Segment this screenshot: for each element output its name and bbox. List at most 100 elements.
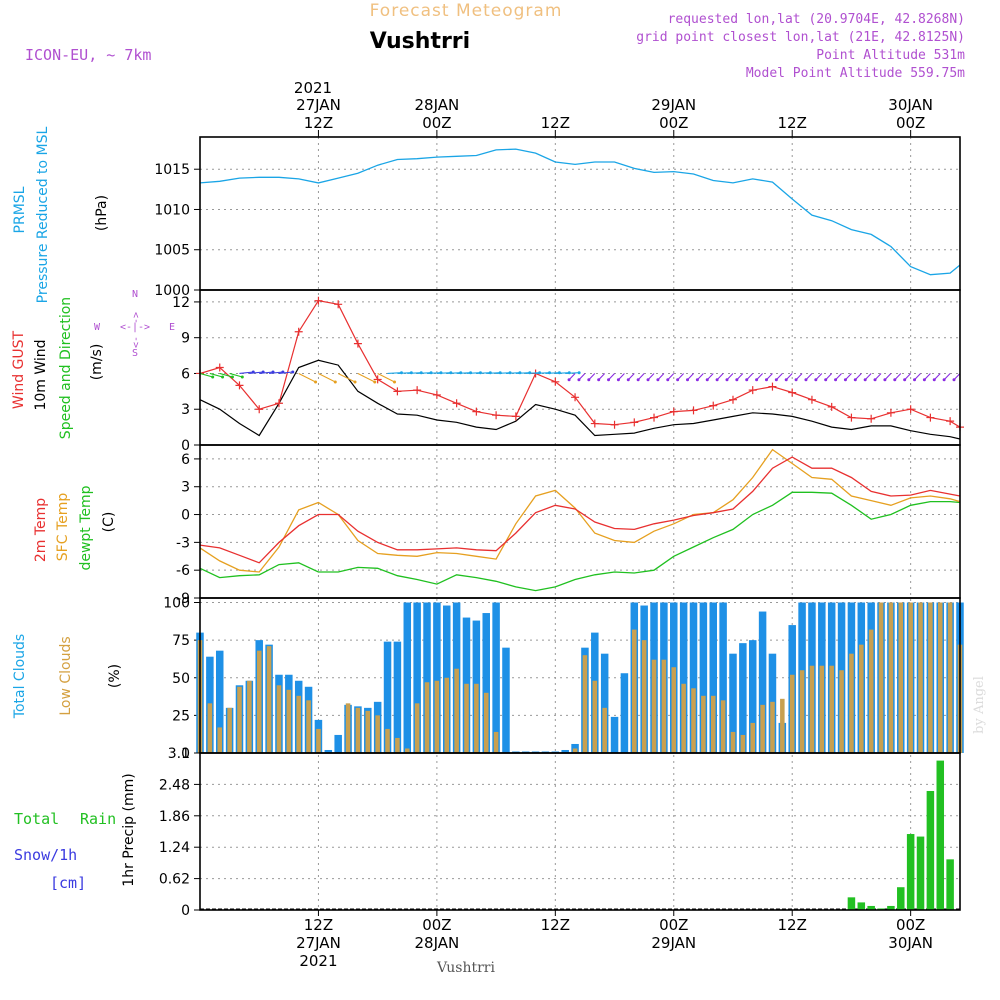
wind-direction-arrows bbox=[199, 370, 961, 384]
y-tick-label: 0 bbox=[181, 508, 190, 524]
total-cloud-bar bbox=[719, 602, 727, 753]
low-cloud-bar bbox=[375, 715, 380, 753]
low-cloud-bar bbox=[710, 695, 716, 753]
rain-bar bbox=[857, 902, 866, 910]
wind-arrow bbox=[377, 372, 395, 383]
total-cloud-bar bbox=[492, 602, 500, 753]
low-cloud-bar bbox=[701, 695, 706, 753]
total-cloud-bar bbox=[739, 643, 747, 753]
wind-arrow-head bbox=[883, 378, 887, 382]
low-cloud-bar bbox=[276, 685, 282, 753]
rain-label: Rain bbox=[80, 810, 116, 828]
low-cloud-bar bbox=[829, 665, 834, 753]
gust-marker bbox=[926, 413, 935, 422]
wind-arrow-head bbox=[725, 378, 729, 382]
gust-marker bbox=[432, 390, 441, 399]
gust-label: Wind GUST bbox=[11, 330, 27, 409]
wind-arrow-head bbox=[804, 378, 808, 382]
low-cloud-bar bbox=[908, 602, 913, 753]
compass-e: E bbox=[169, 322, 175, 333]
gust-marker bbox=[807, 395, 816, 404]
wind-arrow-head bbox=[794, 378, 798, 382]
wind-arrow-head bbox=[686, 378, 690, 382]
y-tick-label: 1010 bbox=[154, 202, 190, 218]
wind-arrow-head bbox=[932, 378, 936, 382]
total-cloud-bar bbox=[334, 734, 342, 753]
y-tick-label: 100 bbox=[163, 596, 190, 612]
wind-arrow-head bbox=[913, 378, 917, 382]
panel-frame bbox=[199, 136, 961, 291]
sfc-temp-label: SFC Temp bbox=[55, 493, 71, 562]
wind-arrow-head bbox=[942, 378, 946, 382]
low-cloud-bar bbox=[454, 668, 459, 753]
gust-marker bbox=[709, 401, 718, 410]
rain-bar bbox=[867, 905, 875, 910]
total-cloud-bar bbox=[610, 716, 619, 753]
low-cloud-bar bbox=[691, 688, 696, 753]
low-cloud-bar bbox=[306, 700, 311, 753]
gust-marker bbox=[255, 405, 264, 414]
wind-y-ticks: 0 3 6 9 12 bbox=[172, 295, 200, 454]
sfc-temp-line bbox=[199, 448, 961, 573]
wind-arrow-head bbox=[834, 378, 838, 382]
top-hour-label: 00Z bbox=[896, 114, 925, 132]
y-tick-label: 12 bbox=[172, 295, 190, 311]
gust-marker bbox=[511, 412, 520, 421]
gust-marker bbox=[689, 406, 698, 415]
wind-arrow-head bbox=[774, 378, 778, 382]
requested-coords: requested lon,lat (20.9704E, 42.8268N) bbox=[668, 12, 965, 27]
wind-arrow-head bbox=[646, 378, 650, 382]
total-cloud-bar bbox=[689, 602, 698, 753]
wind-arrow-head bbox=[597, 378, 601, 382]
top-date-label: 30JAN bbox=[888, 96, 933, 114]
gust-marker bbox=[314, 296, 323, 305]
top-hour-label: 00Z bbox=[659, 114, 688, 132]
y-tick-label: -9 bbox=[176, 591, 190, 607]
top-hour-label: 12Z bbox=[304, 114, 333, 132]
y-tick-label: 0 bbox=[181, 746, 190, 762]
total-cloud-bar bbox=[482, 613, 490, 753]
wind-arrow-head bbox=[784, 378, 788, 382]
total-cloud-bar bbox=[729, 653, 737, 753]
total-cloud-bar bbox=[413, 602, 421, 753]
low-cloud-bar bbox=[474, 683, 479, 753]
bottom-hour-label: 00Z bbox=[422, 916, 451, 934]
direction-label: Speed and Direction bbox=[58, 297, 74, 439]
low-cloud-bar bbox=[217, 727, 223, 753]
precip-panel: 0 0.62 1.24 1.86 2.48 3.1 bbox=[159, 746, 960, 919]
wind-arrow-head bbox=[240, 375, 244, 379]
low-cloud-bar bbox=[582, 655, 588, 753]
rain-bar bbox=[926, 790, 935, 910]
low-cloud-bar bbox=[878, 602, 884, 753]
wind-arrow-head bbox=[373, 380, 377, 384]
low-cloud-bar bbox=[651, 659, 657, 753]
bottom-date-label: 30JAN bbox=[888, 934, 933, 952]
gust-marker bbox=[551, 377, 560, 386]
low-cloud-bar bbox=[780, 698, 785, 753]
wind-arrow-head bbox=[393, 380, 397, 384]
wind-arrow-head bbox=[666, 378, 670, 382]
temp-2m-line bbox=[199, 456, 961, 564]
location-title: Vushtrri bbox=[370, 29, 470, 54]
low-cloud-bar bbox=[937, 602, 943, 753]
top-hour-label: 12Z bbox=[541, 114, 570, 132]
wind-arrow-head bbox=[863, 378, 867, 382]
compass-s: S bbox=[132, 348, 138, 359]
rain-bars bbox=[200, 760, 960, 910]
panel-frame bbox=[199, 444, 961, 599]
clouds-y-ticks: 0 25 50 75 100 bbox=[163, 596, 200, 762]
gust-marker bbox=[847, 413, 856, 422]
low-cloud-bar bbox=[414, 703, 420, 753]
wind-arrow bbox=[318, 372, 336, 383]
gust-marker bbox=[373, 375, 382, 384]
compass-n: N bbox=[132, 289, 138, 300]
gust-marker bbox=[472, 407, 481, 416]
rain-bar bbox=[946, 859, 954, 910]
model-altitude: Model Point Altitude 559.75m bbox=[746, 66, 965, 81]
low-cloud-bar bbox=[918, 602, 923, 753]
low-cloud-bar bbox=[227, 707, 232, 753]
wind-arrow-head bbox=[873, 378, 877, 382]
dewpt-label: dewpt Temp bbox=[78, 485, 94, 570]
